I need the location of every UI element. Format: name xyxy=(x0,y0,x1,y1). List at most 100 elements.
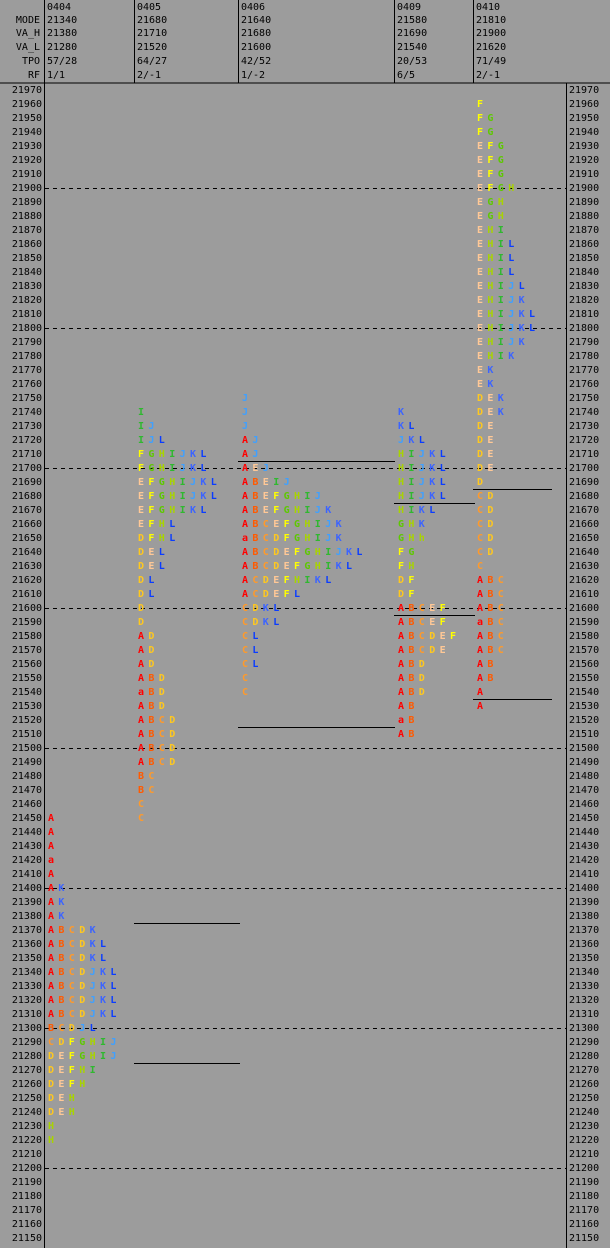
tpo-letter: I xyxy=(304,505,310,516)
header-value: 71/49 xyxy=(476,56,506,67)
y-tick-label-right: 21320 xyxy=(569,995,599,1006)
tpo-letter: D xyxy=(419,659,425,670)
tpo-letter: B xyxy=(58,925,64,936)
tpo-letter: H xyxy=(398,477,404,488)
y-tick-label-right: 21500 xyxy=(569,743,599,754)
y-tick-label-left: 21840 xyxy=(12,267,42,278)
tpo-letter: B xyxy=(408,673,414,684)
tpo-letter: G xyxy=(294,519,300,530)
tpo-letter: D xyxy=(169,743,175,754)
tpo-letter: E xyxy=(148,561,154,572)
y-tick-label-left: 21520 xyxy=(12,715,42,726)
tpo-letter: B xyxy=(487,589,493,600)
tpo-letter: L xyxy=(252,645,258,656)
tpo-letter: H xyxy=(315,547,321,558)
tpo-letter: A xyxy=(48,1009,54,1020)
y-tick-label-left: 21610 xyxy=(12,589,42,600)
header-value: 2/-1 xyxy=(137,70,161,81)
y-tick-label-right: 21780 xyxy=(569,351,599,362)
tpo-letter: K xyxy=(336,533,342,544)
tpo-letter: F xyxy=(69,1037,75,1048)
tpo-letter: C xyxy=(159,757,165,768)
tpo-letter: L xyxy=(273,603,279,614)
y-tick-label-left: 21580 xyxy=(12,631,42,642)
tpo-letter: C xyxy=(242,631,248,642)
tpo-letter: F xyxy=(477,127,483,138)
tpo-letter: A xyxy=(242,561,248,572)
tpo-letter: I xyxy=(138,407,144,418)
tpo-letter: C xyxy=(263,561,269,572)
y-tick-label-right: 21240 xyxy=(569,1107,599,1118)
y-tick-label-right: 21340 xyxy=(569,967,599,978)
tpo-letter: E xyxy=(477,253,483,264)
tpo-letter: K xyxy=(429,491,435,502)
tpo-letter: A xyxy=(242,477,248,488)
y-tick-label-right: 21440 xyxy=(569,827,599,838)
tpo-row: C xyxy=(242,673,248,684)
tpo-row: A xyxy=(48,841,54,852)
tpo-letter: G xyxy=(79,1037,85,1048)
tpo-letter: L xyxy=(419,435,425,446)
tpo-letter: L xyxy=(529,309,535,320)
y-tick-label-right: 21860 xyxy=(569,239,599,250)
tpo-letter: D xyxy=(138,617,144,628)
tpo-letter: D xyxy=(138,575,144,586)
tpo-letter: D xyxy=(169,729,175,740)
tpo-letter: B xyxy=(138,771,144,782)
y-tick-label-right: 21870 xyxy=(569,225,599,236)
tpo-letter: C xyxy=(419,603,425,614)
tpo-letter: A xyxy=(48,925,54,936)
tpo-letter: J xyxy=(190,477,196,488)
tpo-letter: A xyxy=(48,841,54,852)
tpo-letter: D xyxy=(398,575,404,586)
tpo-letter: I xyxy=(180,505,186,516)
tpo-letter: J xyxy=(180,463,186,474)
tpo-row: I xyxy=(138,407,144,418)
tpo-letter: E xyxy=(252,463,258,474)
y-tick-label-left: 21550 xyxy=(12,673,42,684)
y-tick-label-left: 21370 xyxy=(12,925,42,936)
tpo-row: J xyxy=(242,407,248,418)
tpo-letter: A xyxy=(477,589,483,600)
tpo-letter: H xyxy=(408,519,414,530)
tpo-letter: J xyxy=(508,309,514,320)
y-tick-label-right: 21970 xyxy=(569,85,599,96)
y-tick-label-right: 21370 xyxy=(569,925,599,936)
tpo-row: J xyxy=(242,421,248,432)
tpo-letter: D xyxy=(273,561,279,572)
y-tick-label-right: 21900 xyxy=(569,183,599,194)
tpo-letter: C xyxy=(419,631,425,642)
tpo-letter: A xyxy=(242,547,248,558)
tpo-letter: a xyxy=(242,533,248,544)
tpo-letter: E xyxy=(138,477,144,488)
tpo-letter: H xyxy=(498,211,504,222)
tpo-letter: B xyxy=(148,757,154,768)
tpo-letter: B xyxy=(58,939,64,950)
y-tick-label-right: 21180 xyxy=(569,1191,599,1202)
tpo-letter: C xyxy=(242,673,248,684)
y-tick-label-right: 21210 xyxy=(569,1149,599,1160)
y-tick-label-left: 21530 xyxy=(12,701,42,712)
y-tick-label-left: 21800 xyxy=(12,323,42,334)
tpo-letter: J xyxy=(419,449,425,460)
tpo-letter: H xyxy=(508,183,514,194)
header-label: VA_L xyxy=(16,42,40,53)
tpo-letter: H xyxy=(487,281,493,292)
